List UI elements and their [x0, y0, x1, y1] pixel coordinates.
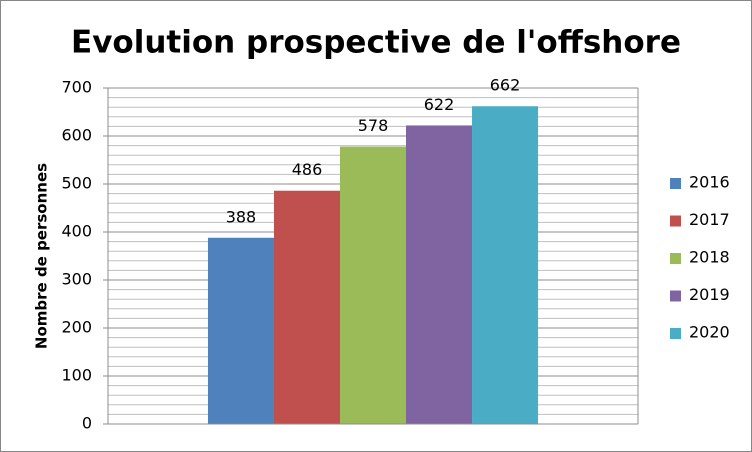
bar — [273, 190, 340, 424]
y-tick-label: 600 — [61, 126, 92, 145]
data-label: 662 — [490, 76, 521, 95]
data-label: 622 — [424, 95, 455, 114]
legend-swatch — [670, 215, 681, 227]
y-tick-label: 500 — [61, 174, 92, 193]
bar — [339, 146, 407, 424]
legend-label: 2019 — [689, 285, 730, 304]
data-label: 486 — [292, 160, 323, 179]
legend-label: 2018 — [689, 248, 730, 267]
legend-label: 2017 — [689, 210, 730, 229]
y-tick-label: 0 — [82, 414, 92, 433]
legend-swatch — [670, 253, 681, 264]
y-axis-label: Nombre de personnes — [33, 163, 51, 349]
y-tick-label: 400 — [61, 222, 92, 241]
legend-swatch — [670, 290, 681, 302]
bar — [207, 237, 274, 424]
legend-label: 2020 — [689, 323, 730, 342]
y-tick-label: 700 — [61, 78, 92, 97]
bar — [472, 106, 539, 425]
legend-swatch — [670, 178, 681, 189]
chart-title: Evolution prospective de l'offshore — [71, 25, 681, 61]
legend-swatch — [670, 328, 681, 339]
data-label: 388 — [226, 207, 257, 226]
y-tick-label: 100 — [61, 366, 92, 385]
data-label: 578 — [358, 116, 389, 135]
legend-label: 2016 — [689, 173, 730, 192]
y-tick-label: 300 — [61, 270, 92, 289]
y-tick-label: 200 — [61, 318, 92, 337]
bar — [406, 125, 473, 424]
